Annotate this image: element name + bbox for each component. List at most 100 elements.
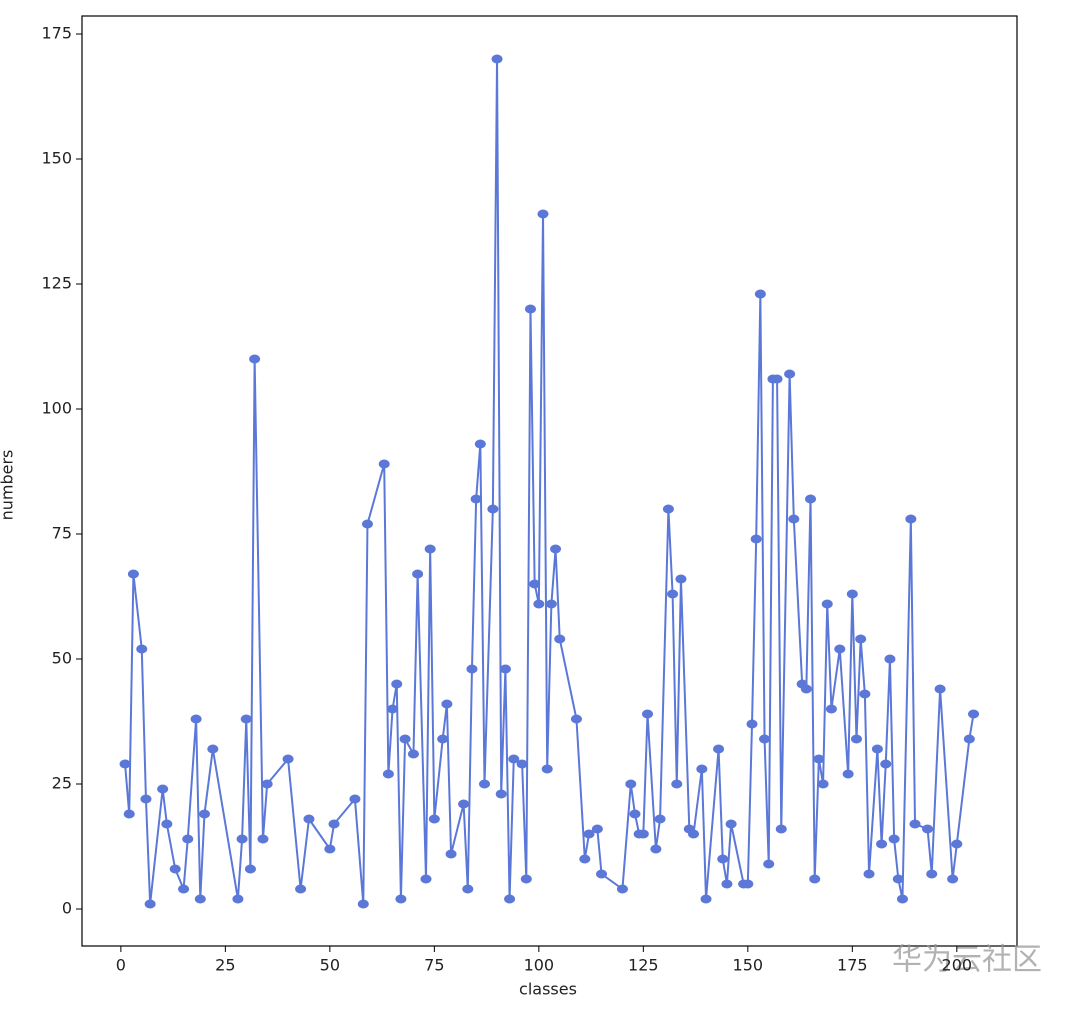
data-point — [391, 679, 403, 689]
data-point — [905, 514, 917, 524]
data-point — [244, 864, 256, 874]
data-point — [700, 894, 712, 904]
data-point — [178, 884, 190, 894]
data-point — [487, 504, 499, 514]
data-point — [140, 794, 152, 804]
data-point — [499, 664, 511, 674]
data-point — [725, 819, 737, 829]
data-point — [474, 439, 486, 449]
data-point — [596, 869, 608, 879]
data-point — [441, 699, 453, 709]
data-point — [759, 734, 771, 744]
data-point — [545, 599, 557, 609]
data-point — [190, 714, 202, 724]
data-point — [922, 824, 934, 834]
data-point — [742, 879, 754, 889]
data-point — [855, 634, 867, 644]
data-point — [892, 874, 904, 884]
data-point — [420, 874, 432, 884]
data-point — [495, 789, 507, 799]
data-point — [462, 884, 474, 894]
data-point — [261, 779, 273, 789]
y-tick-label: 125 — [41, 274, 72, 293]
data-point — [428, 814, 440, 824]
data-point — [637, 829, 649, 839]
data-point — [717, 854, 729, 864]
data-point — [491, 54, 503, 64]
data-point — [784, 369, 796, 379]
y-tick-label: 0 — [62, 899, 72, 918]
data-point — [136, 644, 148, 654]
data-point — [529, 579, 541, 589]
data-point — [696, 764, 708, 774]
data-point — [508, 754, 520, 764]
data-point — [763, 859, 775, 869]
data-point — [127, 569, 139, 579]
data-point — [570, 714, 582, 724]
x-tick-label: 125 — [628, 956, 659, 975]
data-point — [537, 209, 549, 219]
data-point — [662, 504, 674, 514]
data-point — [583, 829, 595, 839]
data-point — [437, 734, 449, 744]
data-point — [232, 894, 244, 904]
data-point — [675, 574, 687, 584]
y-tick-label: 75 — [52, 524, 72, 543]
data-point — [821, 599, 833, 609]
data-point — [412, 569, 424, 579]
y-axis-label: numbers — [0, 450, 17, 521]
data-point — [516, 759, 528, 769]
data-point — [968, 709, 980, 719]
data-point — [198, 809, 210, 819]
plot-frame — [81, 15, 1018, 947]
x-tick-label: 25 — [215, 956, 235, 975]
data-point — [123, 809, 135, 819]
data-point — [771, 374, 783, 384]
data-point — [182, 834, 194, 844]
data-point — [424, 544, 436, 554]
data-point — [850, 734, 862, 744]
data-point — [520, 874, 532, 884]
data-point — [387, 704, 399, 714]
data-point — [579, 854, 591, 864]
data-point — [888, 834, 900, 844]
data-point — [479, 779, 491, 789]
x-tick-label: 0 — [116, 956, 126, 975]
data-point — [458, 799, 470, 809]
data-point — [550, 544, 562, 554]
x-tick-label: 50 — [320, 956, 340, 975]
data-point — [361, 519, 373, 529]
data-point — [713, 744, 725, 754]
data-point — [805, 494, 817, 504]
data-point — [800, 684, 812, 694]
data-point — [754, 289, 766, 299]
data-point — [541, 764, 553, 774]
data-point — [654, 814, 666, 824]
data-point — [407, 749, 419, 759]
data-point — [282, 754, 294, 764]
data-point — [533, 599, 545, 609]
data-point — [554, 634, 566, 644]
data-point — [842, 769, 854, 779]
data-point — [157, 784, 169, 794]
data-point — [896, 894, 908, 904]
data-point — [357, 899, 369, 909]
data-point — [963, 734, 975, 744]
data-point — [349, 794, 361, 804]
data-point — [650, 844, 662, 854]
data-point — [470, 494, 482, 504]
data-point — [884, 654, 896, 664]
data-point — [466, 664, 478, 674]
x-axis-label: classes — [519, 980, 577, 999]
data-point — [817, 779, 829, 789]
data-point — [240, 714, 252, 724]
data-point — [642, 709, 654, 719]
data-point — [257, 834, 269, 844]
y-tick-label: 25 — [52, 774, 72, 793]
data-point — [629, 809, 641, 819]
data-point — [880, 759, 892, 769]
data-point — [788, 514, 800, 524]
data-point — [687, 829, 699, 839]
x-tick-label: 75 — [424, 956, 444, 975]
